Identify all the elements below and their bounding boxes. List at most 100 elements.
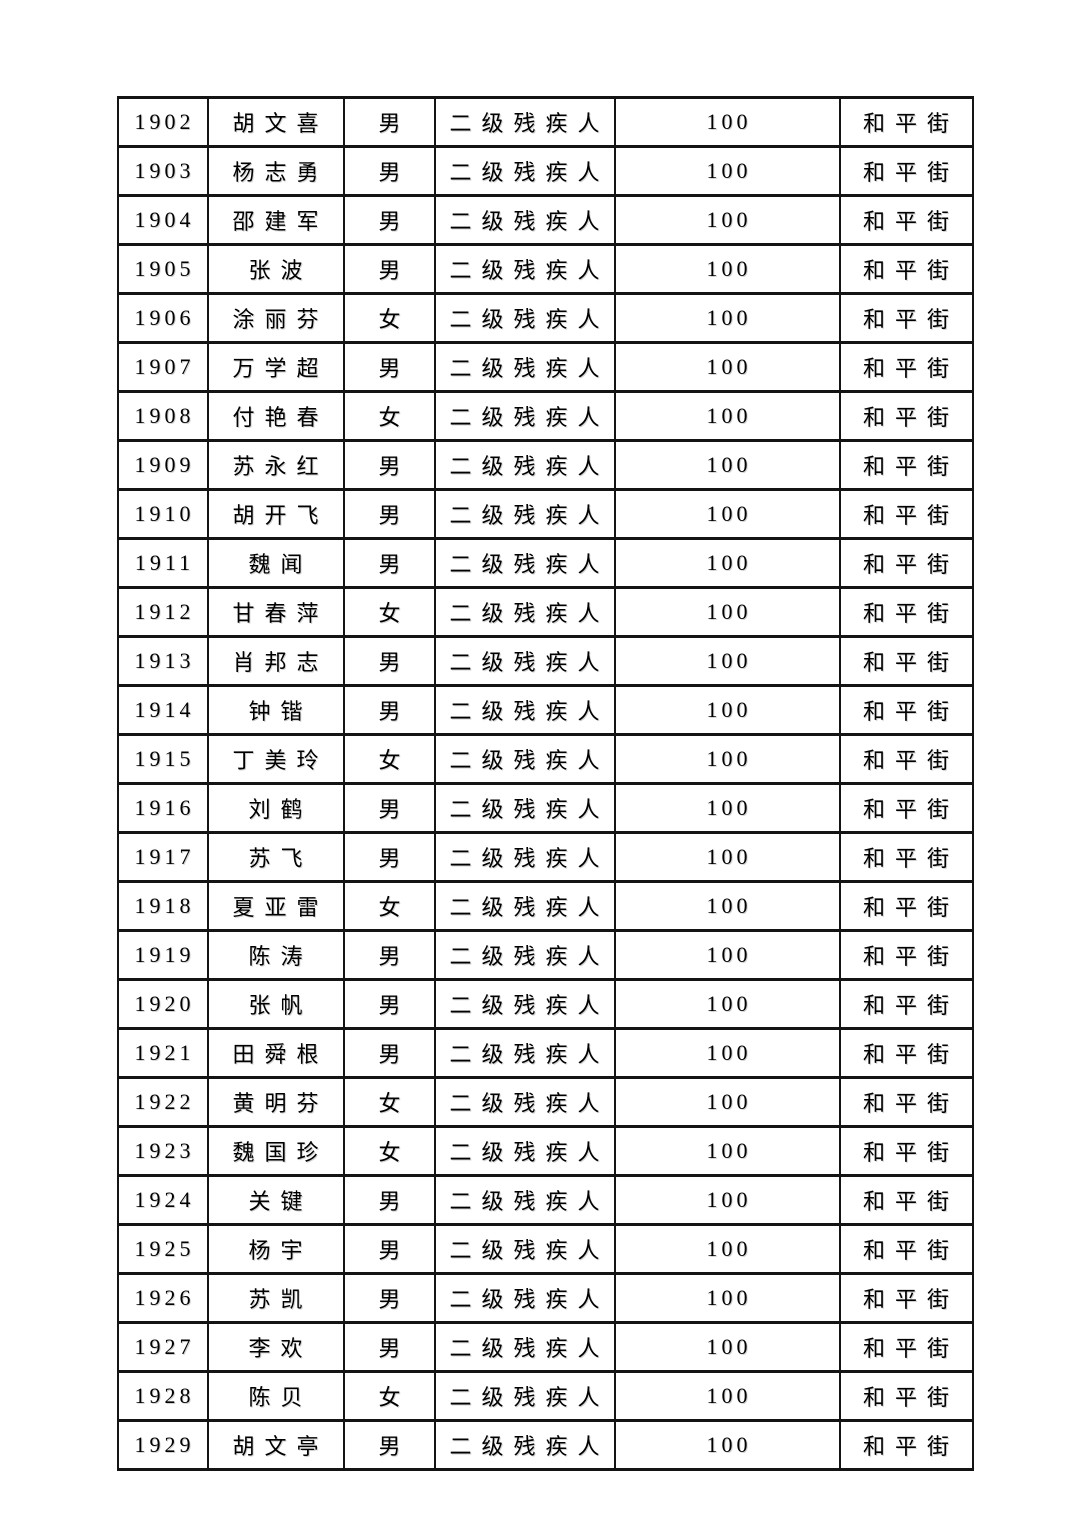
serial-cell: 1914: [117, 684, 209, 736]
serial-cell: 1927: [117, 1321, 209, 1373]
street-cell: 和平街: [839, 880, 974, 932]
serial-cell: 1903: [117, 145, 209, 197]
amount-cell: 100: [614, 243, 841, 295]
name-cell: 胡开飞: [207, 488, 345, 540]
amount-cell: 100: [614, 586, 841, 638]
serial-cell: 1916: [117, 782, 209, 834]
street-cell: 和平街: [839, 586, 974, 638]
street-cell: 和平街: [839, 733, 974, 785]
category-cell: 二级残疾人: [434, 782, 616, 834]
name-cell: 甘春萍: [207, 586, 345, 638]
category-cell: 二级残疾人: [434, 586, 616, 638]
category-cell: 二级残疾人: [434, 733, 616, 785]
street-cell: 和平街: [839, 1272, 974, 1324]
amount-cell: 100: [614, 96, 841, 148]
name-cell: 陈贝: [207, 1370, 345, 1422]
amount-cell: 100: [614, 1370, 841, 1422]
amount-cell: 100: [614, 1223, 841, 1275]
amount-cell: 100: [614, 1125, 841, 1177]
table-row: 1929 胡文亭男二级残疾人 100 和平街: [117, 1419, 974, 1471]
serial-cell: 1917: [117, 831, 209, 883]
table-row: 1924 关键男二级残疾人 100 和平街: [117, 1174, 974, 1226]
table-row: 1909 苏永红男二级残疾人 100 和平街: [117, 439, 974, 491]
table-row: 1906 涂丽芬女二级残疾人 100 和平街: [117, 292, 974, 344]
table-row: 1913 肖邦志男二级残疾人 100 和平街: [117, 635, 974, 687]
gender-cell: 男: [343, 243, 436, 295]
serial-cell: 1920: [117, 978, 209, 1030]
name-cell: 刘鹤: [207, 782, 345, 834]
name-cell: 李欢: [207, 1321, 345, 1373]
name-cell: 万学超: [207, 341, 345, 393]
name-cell: 陈涛: [207, 929, 345, 981]
serial-cell: 1922: [117, 1076, 209, 1128]
category-cell: 二级残疾人: [434, 1223, 616, 1275]
table-body: 1902 胡文喜男二级残疾人 100 和平街 1903 杨志勇男二级残疾人 100 和平街 19…: [117, 96, 974, 1471]
category-cell: 二级残疾人: [434, 684, 616, 736]
street-cell: 和平街: [839, 341, 974, 393]
category-cell: 二级残疾人: [434, 439, 616, 491]
category-cell: 二级残疾人: [434, 96, 616, 148]
table-row: 1928 陈贝女二级残疾人 100 和平街: [117, 1370, 974, 1422]
gender-cell: 男: [343, 831, 436, 883]
table-row: 1908 付艳春女二级残疾人 100 和平街: [117, 390, 974, 442]
amount-cell: 100: [614, 145, 841, 197]
serial-cell: 1913: [117, 635, 209, 687]
street-cell: 和平街: [839, 1076, 974, 1128]
table-row: 1925 杨宇男二级残疾人 100 和平街: [117, 1223, 974, 1275]
street-cell: 和平街: [839, 1223, 974, 1275]
category-cell: 二级残疾人: [434, 243, 616, 295]
table-row: 1927 李欢男二级残疾人 100 和平街: [117, 1321, 974, 1373]
name-cell: 魏国珍: [207, 1125, 345, 1177]
category-cell: 二级残疾人: [434, 978, 616, 1030]
name-cell: 付艳春: [207, 390, 345, 442]
serial-cell: 1911: [117, 537, 209, 589]
amount-cell: 100: [614, 390, 841, 442]
gender-cell: 男: [343, 1223, 436, 1275]
table-row: 1917 苏飞男二级残疾人 100 和平街: [117, 831, 974, 883]
category-cell: 二级残疾人: [434, 929, 616, 981]
street-cell: 和平街: [839, 684, 974, 736]
amount-cell: 100: [614, 439, 841, 491]
name-cell: 肖邦志: [207, 635, 345, 687]
street-cell: 和平街: [839, 1370, 974, 1422]
serial-cell: 1924: [117, 1174, 209, 1226]
street-cell: 和平街: [839, 390, 974, 442]
amount-cell: 100: [614, 1076, 841, 1128]
street-cell: 和平街: [839, 635, 974, 687]
gender-cell: 男: [343, 1272, 436, 1324]
table-row: 1915 丁美玲女二级残疾人 100 和平街: [117, 733, 974, 785]
serial-cell: 1923: [117, 1125, 209, 1177]
street-cell: 和平街: [839, 1174, 974, 1226]
table-row: 1919 陈涛男二级残疾人 100 和平街: [117, 929, 974, 981]
serial-cell: 1906: [117, 292, 209, 344]
serial-cell: 1912: [117, 586, 209, 638]
gender-cell: 女: [343, 292, 436, 344]
name-cell: 张帆: [207, 978, 345, 1030]
table-row: 1910 胡开飞男二级残疾人 100 和平街: [117, 488, 974, 540]
name-cell: 黄明芬: [207, 1076, 345, 1128]
amount-cell: 100: [614, 929, 841, 981]
amount-cell: 100: [614, 537, 841, 589]
table-row: 1914 钟锴男二级残疾人 100 和平街: [117, 684, 974, 736]
category-cell: 二级残疾人: [434, 880, 616, 932]
street-cell: 和平街: [839, 145, 974, 197]
gender-cell: 男: [343, 488, 436, 540]
amount-cell: 100: [614, 831, 841, 883]
name-cell: 邵建军: [207, 194, 345, 246]
category-cell: 二级残疾人: [434, 1321, 616, 1373]
amount-cell: 100: [614, 782, 841, 834]
name-cell: 魏闻: [207, 537, 345, 589]
gender-cell: 女: [343, 1125, 436, 1177]
name-cell: 夏亚雷: [207, 880, 345, 932]
street-cell: 和平街: [839, 488, 974, 540]
name-cell: 杨志勇: [207, 145, 345, 197]
serial-cell: 1918: [117, 880, 209, 932]
amount-cell: 100: [614, 1419, 841, 1471]
name-cell: 杨宇: [207, 1223, 345, 1275]
serial-cell: 1919: [117, 929, 209, 981]
category-cell: 二级残疾人: [434, 635, 616, 687]
category-cell: 二级残疾人: [434, 194, 616, 246]
name-cell: 关键: [207, 1174, 345, 1226]
serial-cell: 1928: [117, 1370, 209, 1422]
